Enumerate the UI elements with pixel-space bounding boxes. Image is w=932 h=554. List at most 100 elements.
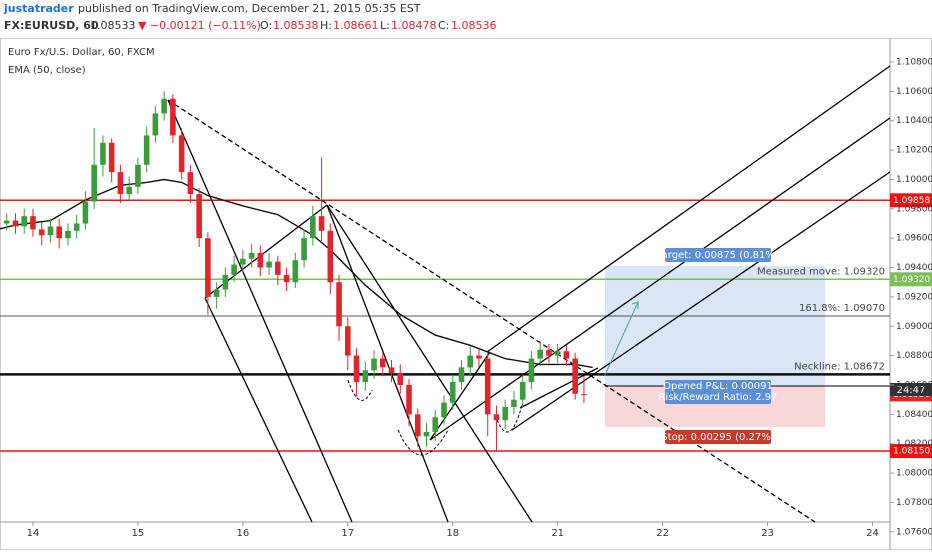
- projection-arrow: [604, 301, 639, 376]
- candle-body: [301, 238, 307, 261]
- candle-body: [161, 98, 167, 114]
- candle-body: [318, 216, 325, 231]
- candle-body: [344, 326, 351, 356]
- target-text: Target: 0.00875 (0.81%): [656, 250, 779, 261]
- change: ▼ −0.00121 (−0.11%): [138, 19, 261, 32]
- candle-body: [12, 220, 19, 227]
- candle-body: [248, 252, 255, 259]
- candle-body: [484, 358, 491, 415]
- pnl-box: [665, 380, 771, 404]
- candle-body: [563, 351, 570, 359]
- price-label: 1.09320: [893, 275, 930, 285]
- countdown-box: [890, 383, 932, 396]
- candle-body: [178, 135, 185, 173]
- candle-body: [572, 358, 578, 394]
- x-tick-label: 18: [446, 528, 459, 539]
- candle-body: [519, 382, 526, 400]
- candle-body: [406, 384, 412, 415]
- candle-body: [266, 261, 272, 268]
- candle-body: [135, 164, 141, 187]
- candle-body: [170, 98, 176, 136]
- price-label: 1.09858: [893, 196, 930, 206]
- x-tick-label: 15: [132, 528, 145, 539]
- y-tick-label: 1.10400: [896, 116, 932, 126]
- candle-body: [143, 135, 150, 165]
- candle-body: [82, 201, 89, 224]
- rr-text: Risk/Reward Ratio: 2.97: [658, 392, 777, 403]
- l: 1.08478: [391, 19, 437, 32]
- candle-body: [546, 349, 552, 356]
- price-label-box: [890, 272, 932, 287]
- head-arc: [397, 429, 449, 456]
- candle-body: [292, 260, 299, 283]
- candle-body: [388, 367, 395, 374]
- o-label: O:: [260, 19, 272, 32]
- y-tick-label: 1.08200: [896, 439, 932, 449]
- candle-body: [528, 358, 535, 383]
- candle-body: [205, 238, 211, 297]
- candle-body: [458, 367, 465, 383]
- price: 1.08533: [90, 19, 136, 32]
- y-tick-label: 1.08600: [896, 380, 932, 390]
- candle-body: [117, 172, 124, 195]
- stop-box: [665, 430, 771, 444]
- x-tick-label: 14: [27, 528, 40, 539]
- candle-body: [65, 230, 71, 239]
- candle-body: [3, 220, 10, 224]
- shoulder-arc: [496, 404, 523, 433]
- price-label-box: [890, 193, 932, 208]
- candle-body: [327, 230, 334, 283]
- trendline: [167, 99, 816, 523]
- level-note: 161.8%: 1.09070: [799, 303, 885, 314]
- candle-body: [108, 142, 115, 173]
- candle-body: [100, 142, 106, 165]
- candle-body: [126, 186, 132, 195]
- candle-body: [73, 223, 80, 231]
- candle-body: [275, 261, 281, 275]
- y-tick-label: 1.10800: [896, 58, 932, 68]
- candle-body: [511, 399, 517, 408]
- price-label-box: [890, 444, 932, 459]
- trendline: [204, 297, 313, 523]
- y-tick-label: 1.09200: [896, 292, 932, 302]
- candle-body: [493, 414, 500, 421]
- y-tick-label: 1.10200: [896, 146, 932, 156]
- y-tick-label: 1.10600: [896, 87, 932, 97]
- x-tick-label: 22: [656, 528, 669, 539]
- level-note: Measured move: 1.09320: [757, 266, 885, 277]
- x-tick-label: 21: [551, 528, 564, 539]
- candle-body: [449, 382, 456, 403]
- candle-body: [353, 355, 360, 383]
- y-tick-label: 1.08000: [896, 469, 932, 479]
- candle-body: [441, 402, 447, 418]
- candle-body: [423, 431, 430, 437]
- candle-body: [213, 289, 220, 297]
- candle-body: [196, 194, 202, 239]
- y-tick-label: 1.09000: [896, 322, 932, 332]
- y-tick-label: 1.07600: [896, 527, 932, 537]
- candle-body: [187, 172, 194, 195]
- arrow-head: [631, 301, 639, 309]
- trendline: [429, 351, 491, 441]
- y-tick-label: 1.09800: [896, 204, 932, 214]
- candle-body: [21, 216, 28, 227]
- series-title: Euro Fx/U.S. Dollar, 60, FXCM: [8, 47, 155, 58]
- trendline: [326, 204, 533, 523]
- candle-body: [152, 113, 159, 136]
- author[interactable]: justatrader: [3, 2, 74, 15]
- candle-body: [240, 258, 246, 265]
- x-tick-label: 17: [341, 528, 354, 539]
- candle-body: [581, 394, 587, 396]
- channel-line: [429, 117, 891, 441]
- candle-body: [362, 370, 369, 383]
- h: 1.08661: [333, 19, 379, 32]
- o: 1.08538: [273, 19, 319, 32]
- candle-body: [537, 349, 543, 359]
- y-tick-label: 1.08400: [896, 410, 932, 420]
- y-tick-label: 1.10000: [896, 175, 932, 185]
- candle-body: [91, 164, 97, 202]
- indicator-name: EMA (50, close): [8, 65, 86, 76]
- channel-line: [486, 65, 891, 353]
- c: 1.08536: [451, 19, 497, 32]
